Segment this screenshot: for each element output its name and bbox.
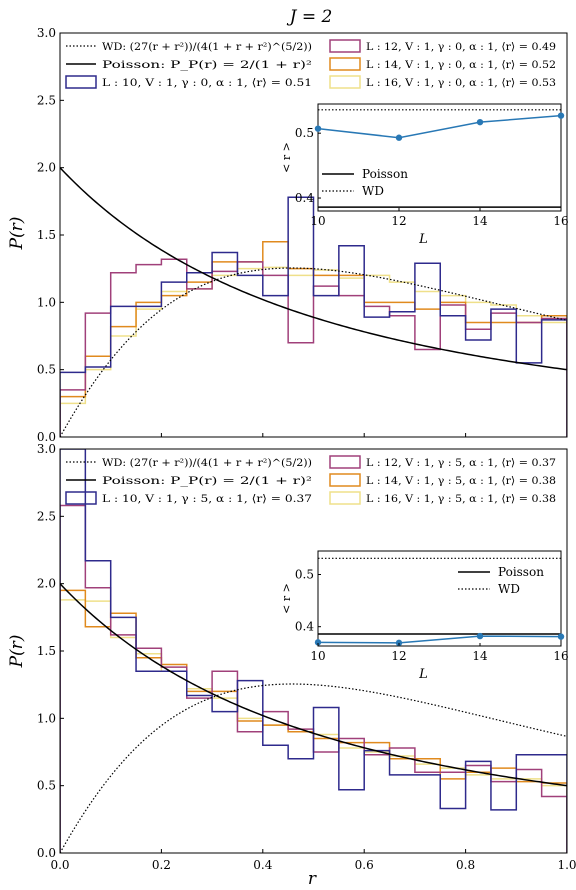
legend-label: L : 16, V : 1, γ : 0, α : 1, ⟨r⟩ = 0.53	[366, 77, 556, 89]
y-axis-label-bottom: P(r)	[7, 635, 27, 669]
y-tick-label: 0.0	[37, 430, 56, 444]
legend-label: L : 12, V : 1, γ : 5, α : 1, ⟨r⟩ = 0.37	[366, 457, 556, 469]
inset-bottom: 10 12 14 16 0.4 0.5 L < r > Poisson WD	[280, 550, 569, 682]
x-tick-label: 0.4	[253, 858, 272, 872]
inset-x-label: L	[418, 232, 428, 247]
inset-x-tick-label: 14	[472, 214, 488, 228]
legend-swatch-l12	[329, 455, 361, 469]
inset-x-tick-label: 12	[391, 649, 406, 663]
inset-x-tick-label: 16	[553, 649, 568, 663]
legend-swatch-l14	[329, 57, 361, 71]
inset-y-tick-label: 0.4	[295, 191, 314, 205]
y-tick-label: 0.5	[37, 779, 56, 793]
legend-swatch-l10	[65, 75, 97, 89]
y-tick-label: 1.0	[37, 711, 56, 725]
x-tick-label: 0.2	[152, 858, 171, 872]
legend-swatch-l12	[329, 39, 361, 53]
inset-point	[476, 632, 484, 640]
inset-frame	[317, 103, 562, 212]
inset-legend-label: Poisson	[498, 565, 544, 579]
inset-y-tick-label: 0.4	[295, 620, 314, 634]
y-tick-label: 3.0	[37, 442, 56, 456]
legend-label: WD: (27(r + r²))/(4(1 + r + r²)^(5/2))	[102, 457, 312, 469]
legend-label: L : 10, V : 1, γ : 5, α : 1, ⟨r⟩ = 0.37	[102, 493, 312, 505]
poisson-curve	[60, 167, 567, 371]
panel-bottom: 0.0 0.5 1.0 1.5 2.0 2.5 3.0 0.0 0.2 0.4 0.6 0.8 1.0 W…	[37, 442, 576, 872]
legend-swatch-l16	[329, 491, 361, 505]
y-tick-label: 2.0	[37, 161, 56, 175]
inset-legend-label: WD	[362, 184, 384, 198]
inset-point	[395, 639, 403, 647]
y-tick-label: 0.0	[37, 846, 56, 860]
y-tick-label: 1.5	[37, 644, 56, 658]
inset-series-line	[317, 114, 562, 139]
y-tick-label: 2.5	[37, 93, 56, 107]
legend-swatch-l16	[329, 75, 361, 89]
x-tick-label: 1.0	[557, 858, 576, 872]
legend-label: L : 12, V : 1, γ : 0, α : 1, ⟨r⟩ = 0.49	[366, 41, 556, 53]
inset-y-tick-label: 0.5	[295, 126, 314, 140]
y-tick-label: 3.0	[37, 26, 56, 40]
legend-swatch-l10	[65, 491, 97, 505]
inset-frame	[317, 550, 562, 647]
inset-point	[557, 112, 565, 119]
legend-label: Poisson: P_P(r) = 2/(1 + r)²	[102, 475, 312, 487]
y-tick-label: 1.0	[37, 295, 56, 309]
wd-curve	[60, 267, 567, 437]
poisson-curve	[60, 583, 567, 787]
inset-y-label: < r >	[280, 142, 293, 173]
histogram-l10	[60, 449, 567, 853]
legend-label: L : 16, V : 1, γ : 5, α : 1, ⟨r⟩ = 0.38	[366, 493, 556, 505]
inset-point	[314, 125, 322, 132]
legend-label: L : 14, V : 1, γ : 0, α : 1, ⟨r⟩ = 0.52	[366, 59, 556, 71]
inset-y-tick-label: 0.5	[295, 567, 314, 581]
y-tick-label: 1.5	[37, 228, 56, 242]
plot-area	[60, 449, 567, 853]
legend-label: Poisson: P_P(r) = 2/(1 + r)²	[102, 59, 312, 71]
inset-x-tick-label: 12	[391, 214, 406, 228]
histogram-l10	[60, 196, 567, 437]
x-axis-label: r	[308, 869, 317, 889]
inset-legend-label: Poisson	[362, 167, 408, 181]
y-axis-label-top: P(r)	[7, 217, 27, 251]
inset-point	[395, 134, 403, 141]
y-tick-label: 2.5	[37, 509, 56, 523]
inset-y-label: < r >	[280, 583, 293, 614]
x-tick-label: 0.0	[50, 858, 69, 872]
wd-curve	[60, 683, 567, 853]
inset-x-label: L	[418, 667, 428, 682]
x-tick-label: 0.8	[456, 858, 475, 872]
inset-legend-label: WD	[498, 582, 520, 596]
figure-title: J = 2	[287, 7, 333, 27]
inset-point	[476, 118, 484, 126]
inset-x-tick-label: 10	[310, 214, 325, 228]
legend-swatch-l14	[329, 473, 361, 487]
inset-x-tick-label: 16	[553, 214, 568, 228]
x-tick-label: 0.6	[355, 858, 374, 872]
inset-x-tick-label: 10	[310, 649, 325, 663]
inset-x-tick-label: 14	[472, 649, 488, 663]
inset-series-line	[317, 635, 562, 644]
legend-label: L : 10, V : 1, γ : 0, α : 1, ⟨r⟩ = 0.51	[102, 77, 312, 89]
inset-point	[557, 633, 565, 640]
y-tick-label: 2.0	[37, 577, 56, 591]
legend-label: WD: (27(r + r²))/(4(1 + r + r²)^(5/2))	[102, 41, 312, 53]
panel-top: 0.0 0.5 1.0 1.5 2.0 2.5 3.0 WD: (27(r + r²))/(4…	[37, 26, 569, 444]
inset-top: 10 12 14 16 0.4 0.5 L < r > Poisson WD	[280, 103, 569, 247]
inset-point	[314, 639, 322, 646]
legend-label: L : 14, V : 1, γ : 5, α : 1, ⟨r⟩ = 0.38	[366, 475, 556, 487]
plot-area	[60, 167, 567, 437]
y-tick-label: 0.5	[37, 363, 56, 377]
